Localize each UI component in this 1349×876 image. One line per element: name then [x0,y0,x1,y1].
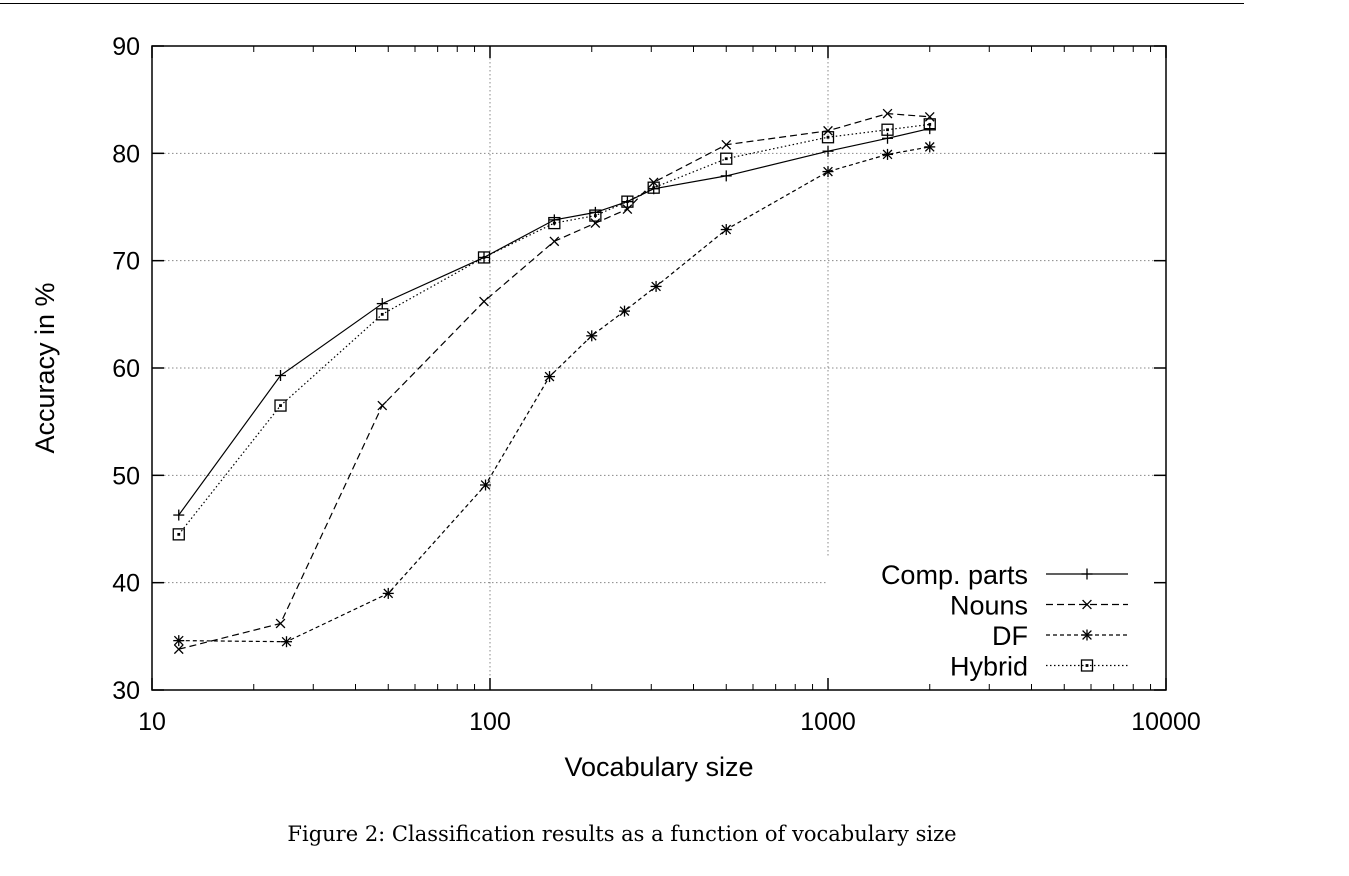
data-point-df [173,635,185,647]
y-tick-label: 30 [112,677,140,705]
x-tick-label: 1000 [800,708,856,736]
legend-marker-hybrid [1080,659,1094,672]
y-tick-label: 90 [112,33,140,61]
data-point-nouns [275,618,286,629]
data-point-nouns [823,125,833,136]
data-point-df [882,148,894,160]
data-point-hybrid [621,195,634,208]
legend-label-hybrid: Hybrid [950,652,1028,682]
header-rule [0,3,1244,4]
data-point-comp-parts [720,170,732,182]
data-point-nouns [377,400,388,411]
legend-marker-comp-parts [1081,568,1093,580]
data-point-nouns [721,139,732,150]
data-point-hybrid [548,216,561,230]
legend-label-comp-parts: Comp. parts [881,560,1028,590]
data-point-df [480,479,492,491]
x-axis-label: Vocabulary size [564,752,753,782]
data-point-df [650,280,662,292]
data-point-df [544,371,556,383]
data-point-hybrid [477,251,491,264]
series-line-df [178,146,930,643]
legend-label-nouns: Nouns [950,591,1028,621]
data-point-nouns [924,111,935,122]
y-tick-label: 50 [112,462,140,490]
data-point-df [924,141,936,153]
data-point-nouns [479,296,489,307]
data-point-df [619,305,631,317]
axis-ticks [151,45,1167,691]
series-line-comp-parts [178,128,930,516]
data-point-hybrid [881,123,894,136]
y-axis-label: Accuracy in % [30,282,60,453]
x-tick-label: 100 [469,708,511,736]
data-point-hybrid [720,152,733,165]
x-tick-labels: 10 100 1000 10000 [138,708,1201,736]
figure-caption: Figure 2: Classification results as a fu… [287,822,957,846]
accuracy-line-chart: 10 100 1000 10000 30 40 50 60 70 80 90 Vocabulary… [30,33,1201,782]
data-point-df [822,166,834,178]
data-point-hybrid [376,308,389,321]
data-point-comp-parts [882,132,894,144]
data-point-comp-parts [376,298,388,310]
data-point-df [382,587,394,599]
data-point-comp-parts [173,509,185,521]
data-point-df [281,636,293,648]
y-tick-label: 70 [112,248,140,276]
data-point-hybrid [647,181,660,194]
data-point-nouns [882,108,893,119]
y-tick-label: 80 [112,140,140,168]
data-point-hybrid [274,399,287,412]
y-tick-labels: 30 40 50 60 70 80 90 [112,33,140,705]
y-tick-label: 40 [112,570,140,598]
data-point-comp-parts [822,145,834,157]
data-point-hybrid [589,209,602,222]
data-point-df [586,330,598,342]
series-line-nouns [178,112,930,650]
y-tick-label: 60 [112,355,140,383]
series-line-hybrid [178,123,930,535]
legend-marker-df [1081,629,1093,641]
data-point-hybrid [172,528,185,541]
x-tick-label: 10000 [1131,708,1201,736]
series-lines [172,108,936,655]
data-point-df [720,224,732,236]
data-point-nouns [173,644,184,655]
data-point-hybrid [821,131,835,144]
data-point-nouns [590,218,601,228]
data-point-hybrid [923,118,936,131]
legend-marker-nouns [1082,599,1092,610]
legend-label-df: DF [992,621,1028,651]
data-point-comp-parts [275,370,287,382]
x-tick-label: 10 [138,708,166,736]
data-point-nouns [622,204,633,215]
data-point-nouns [549,236,560,247]
